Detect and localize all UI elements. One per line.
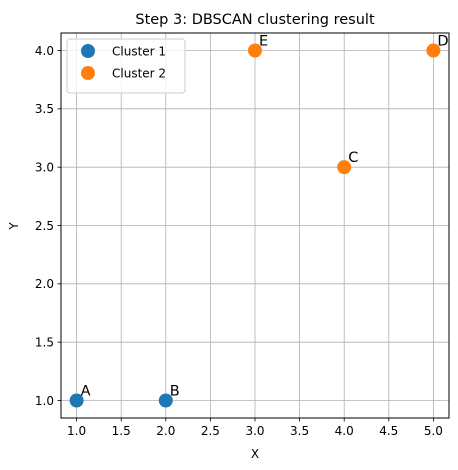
y-tick-label: 1.5 [35, 335, 54, 349]
legend-marker [81, 44, 95, 58]
plot-area [60, 32, 450, 419]
legend-entry: Cluster 2 [112, 66, 166, 80]
y-tick-label: 3.5 [35, 102, 54, 116]
point-C [337, 160, 352, 175]
y-axis-label: Y [7, 222, 21, 231]
x-tick-label: 2.0 [156, 424, 175, 438]
legend-entry: Cluster 1 [112, 44, 166, 58]
x-tick-label: 5.0 [424, 424, 443, 438]
point-label-B: B [170, 384, 180, 400]
point-label-D: D [437, 34, 448, 50]
x-tick-label: 4.5 [379, 424, 398, 438]
x-tick-label: 2.5 [201, 424, 220, 438]
legend-marker [81, 66, 95, 80]
point-label-A: A [81, 384, 91, 400]
point-A [69, 393, 84, 408]
grid [61, 33, 449, 418]
y-tick-label: 4.0 [35, 44, 54, 58]
legend-box [66, 38, 186, 94]
legend: Cluster 1 Cluster 2 [66, 38, 186, 94]
data-points: A B C D E [69, 34, 449, 408]
ticks: 1.0 1.5 2.0 2.5 3.0 3.5 4.0 4.5 5.0 1.0 1.5 2.0 2.5 3… [35, 44, 443, 438]
x-tick-label: 1.5 [112, 424, 131, 438]
point-label-E: E [259, 34, 268, 50]
y-tick-label: 1.0 [35, 394, 54, 408]
point-B [158, 393, 173, 408]
point-E [248, 43, 262, 58]
point-D [426, 43, 441, 58]
y-tick-label: 2.5 [35, 219, 54, 233]
x-tick-label: 1.0 [67, 424, 86, 438]
x-axis-label: X [251, 447, 259, 461]
point-label-C: C [348, 150, 358, 166]
x-tick-label: 3.0 [245, 424, 264, 438]
y-tick-label: 2.0 [35, 277, 54, 291]
x-tick-label: 4.0 [335, 424, 354, 438]
chart-title: Step 3: DBSCAN clustering result [135, 12, 375, 28]
y-tick-label: 3.0 [35, 160, 54, 174]
x-tick-label: 3.5 [290, 424, 309, 438]
